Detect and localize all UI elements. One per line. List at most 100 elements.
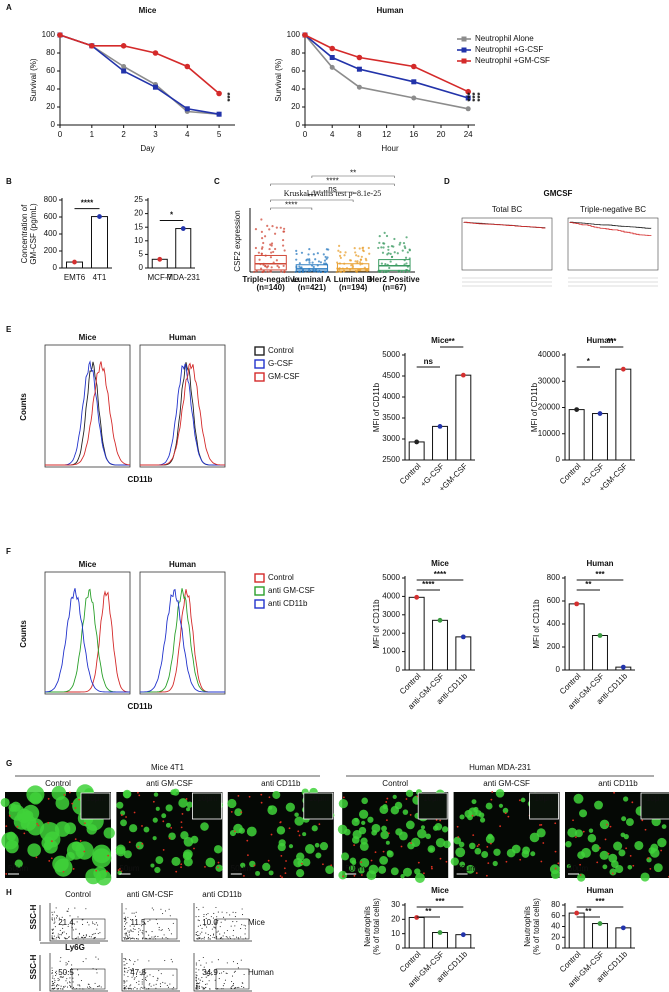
event [127, 976, 129, 978]
cell-red [36, 822, 39, 825]
event [132, 968, 134, 970]
event [51, 973, 53, 975]
cell-red [243, 875, 245, 877]
jitter-dot [264, 265, 267, 268]
cell [549, 864, 560, 875]
significance: **** [285, 201, 297, 210]
event [165, 936, 167, 939]
cell-red [572, 819, 574, 822]
cell-red [141, 825, 143, 827]
event [126, 922, 128, 924]
event [85, 934, 87, 936]
bar [592, 635, 608, 671]
event [153, 936, 155, 938]
event [135, 911, 137, 913]
jitter-dot [339, 251, 342, 254]
bar [615, 368, 632, 461]
y-tick-label: 400 [547, 619, 561, 628]
jitter-dot [390, 255, 394, 259]
event [56, 973, 58, 975]
significance: *** [471, 91, 480, 101]
jitter-dot [359, 261, 362, 264]
jitter-dot [323, 259, 327, 262]
x-tick-label: 1 [90, 130, 95, 139]
jitter-dot [393, 237, 396, 241]
event [241, 985, 243, 988]
event [245, 937, 247, 939]
panel-title: GMCSF [544, 189, 573, 198]
event [210, 974, 212, 976]
gate-value: 47.8 [130, 968, 146, 977]
event [51, 919, 54, 921]
significance: *** [307, 193, 316, 202]
event [203, 936, 205, 938]
event [198, 969, 200, 971]
inset [303, 792, 334, 820]
image-title: anti GM-CSF [483, 779, 530, 788]
cell [27, 843, 41, 857]
cell-red [540, 823, 543, 826]
cell-red [435, 819, 438, 821]
gate-value: 21.4 [58, 918, 74, 927]
y-tick-label: 0 [139, 263, 144, 272]
cell [378, 865, 387, 874]
event [58, 917, 60, 919]
point [89, 43, 95, 49]
cell [186, 807, 191, 812]
jitter-dot [269, 270, 272, 273]
event [206, 983, 208, 985]
jitter-dot [395, 263, 398, 266]
cell-red [95, 869, 98, 872]
event [164, 960, 166, 962]
event [214, 979, 216, 981]
event [54, 972, 57, 974]
cell-red [542, 842, 545, 844]
x-tick-label: 24 [464, 130, 473, 139]
event [61, 916, 63, 918]
cell-red [505, 860, 508, 863]
event [146, 975, 148, 977]
event [123, 970, 126, 972]
cell-red [204, 865, 206, 868]
event [124, 971, 126, 973]
bar [568, 912, 585, 949]
cell-red [472, 834, 475, 837]
series-line [59, 34, 220, 95]
event [129, 969, 131, 971]
x-tick-sublabel: (n=67) [382, 283, 406, 292]
cell [400, 874, 405, 879]
jitter-dot [254, 228, 258, 231]
cell [129, 824, 138, 833]
x-tick-label: Triple-negative [242, 275, 299, 284]
event [205, 976, 207, 978]
bar-point [437, 930, 443, 935]
jitter-dot [316, 252, 319, 255]
cell [267, 805, 278, 816]
event [77, 969, 79, 971]
dot-y-label: SSC-H [29, 904, 38, 929]
event [55, 974, 57, 977]
event [207, 975, 209, 977]
event [197, 984, 199, 986]
chart-title: Human [586, 886, 613, 895]
event [135, 982, 138, 984]
event [197, 988, 199, 990]
legend-swatch [254, 586, 265, 596]
y-tick-label: 15 [134, 222, 143, 231]
x-axis-label: Hour [381, 144, 399, 153]
cell-red [137, 791, 139, 794]
legend-swatch [254, 372, 265, 382]
event [155, 987, 157, 989]
jitter-dot [383, 231, 386, 234]
cell-red [554, 850, 557, 853]
y-tick-label: 0 [396, 665, 401, 674]
cell-red [409, 814, 412, 816]
cell-red [660, 849, 663, 852]
event [202, 938, 204, 940]
cell-red [105, 870, 108, 873]
event [219, 972, 221, 974]
bar [592, 923, 608, 949]
event [144, 986, 146, 988]
y-tick-label: 20 [291, 102, 300, 111]
event [221, 972, 223, 974]
